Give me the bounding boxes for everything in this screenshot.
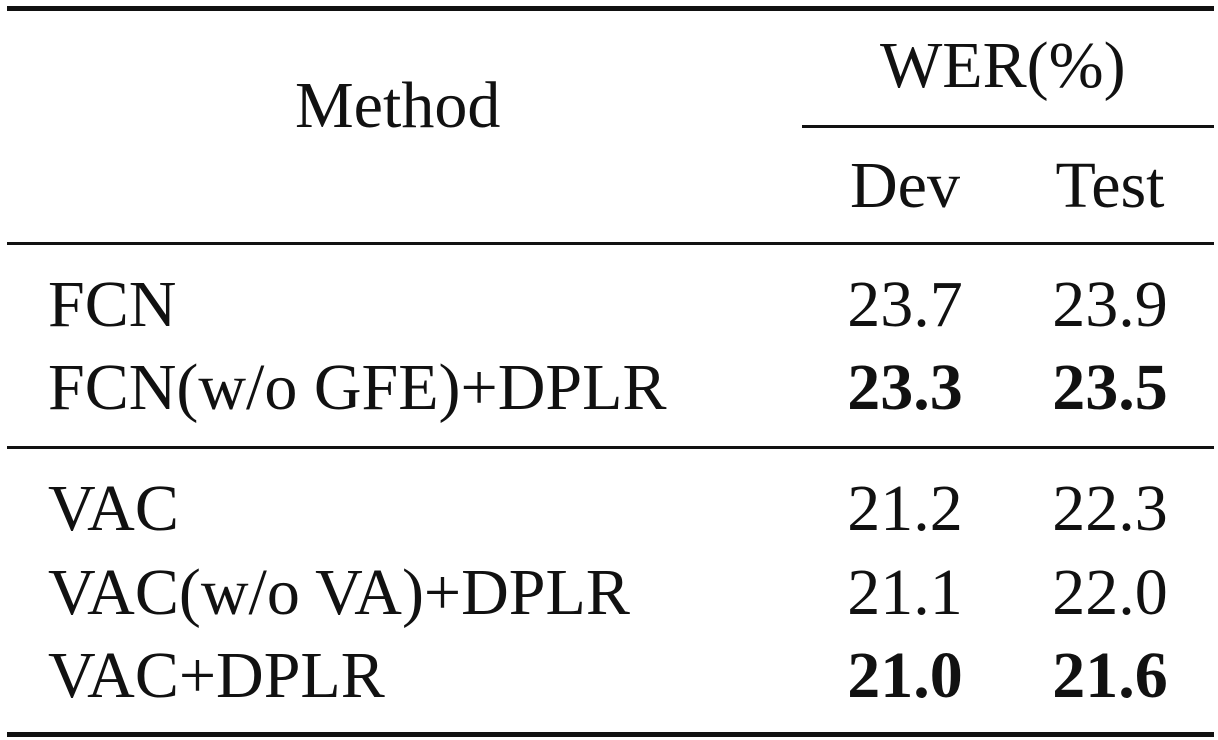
dev-cell: 21.2: [847, 472, 963, 545]
test-cell-best: 23.5: [1052, 351, 1168, 424]
method-cell: VAC+DPLR: [48, 639, 385, 712]
header-rule: [7, 242, 1214, 245]
test-cell: 22.3: [1052, 472, 1168, 545]
test-header: Test: [1055, 149, 1165, 222]
method-cell: VAC(w/o VA)+DPLR: [48, 556, 630, 629]
dev-cell-best: 21.0: [847, 639, 963, 712]
method-cell: FCN(w/o GFE)+DPLR: [48, 351, 667, 424]
method-cell: FCN: [48, 268, 177, 341]
wer-group-header: WER(%): [880, 29, 1126, 102]
dev-header: Dev: [850, 149, 960, 222]
test-cell: 22.0: [1052, 556, 1168, 629]
test-cell-best: 21.6: [1052, 639, 1168, 712]
dev-cell: 23.7: [847, 268, 963, 341]
top-rule: [7, 6, 1214, 11]
bottom-rule: [7, 732, 1214, 737]
method-cell: VAC: [48, 472, 179, 545]
dev-cell-best: 23.3: [847, 351, 963, 424]
dev-cell: 21.1: [847, 556, 963, 629]
test-cell: 23.9: [1052, 268, 1168, 341]
metric-group-rule: [802, 125, 1214, 128]
method-header: Method: [295, 69, 501, 142]
group-divider-rule: [7, 446, 1214, 449]
